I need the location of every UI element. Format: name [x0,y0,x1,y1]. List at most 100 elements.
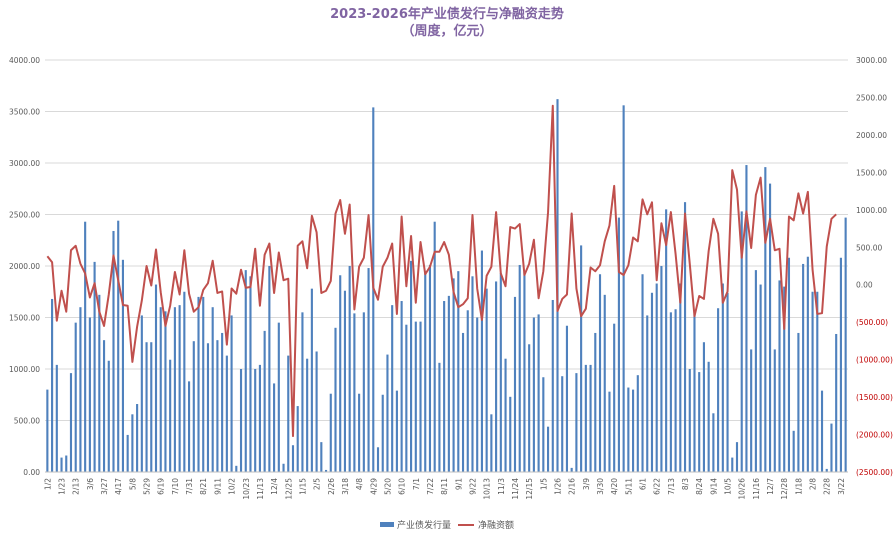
bar [806,256,809,472]
x-axis: 1/2 1/23 2/13 3/6 3/27 4/17 5/8 5/29 6/19 7/10 7/3… [43,471,848,500]
bar [504,358,507,472]
x-axis-tick-label: 3/22 [837,478,846,495]
bar [405,324,408,472]
x-axis-tick-label: 7/13 [667,478,676,495]
bar [674,309,677,472]
chart-subtitle: （周度，亿元） [401,23,492,39]
left-axis-tick-label: 3000.00 [9,159,40,168]
bar [410,260,413,472]
left-axis-tick-label: 3500.00 [9,108,40,117]
bar [55,364,58,472]
bar [419,321,422,472]
bar [650,292,654,472]
bar [287,355,290,472]
bar [400,301,403,472]
right-axis-tick-label: 0.00 [856,281,873,290]
bar [381,394,384,472]
bar [759,284,762,472]
x-axis-tick-label: 5/11 [624,478,633,495]
bar [546,426,550,472]
x-axis-tick-label: 12/15 [525,478,534,500]
bar [150,342,153,472]
bar [745,165,748,472]
x-axis-tick-label: 6/19 [157,478,166,495]
x-axis-tick-label: 1/2 [43,478,52,490]
bar [740,211,743,472]
bar [324,469,328,472]
x-axis-tick-label: 1/23 [58,478,67,495]
bar [263,330,266,472]
bar [825,468,828,472]
bar [121,259,125,472]
bar [145,342,148,472]
left-axis-tick-label: 2000.00 [9,262,40,271]
left-axis-tick-label: 1000.00 [9,365,40,374]
bar [457,271,460,472]
bar [282,463,285,472]
bar [84,221,87,472]
bar [792,430,795,472]
x-axis-tick-label: 5/29 [143,478,152,495]
right-axis-tick-label: 3000.00 [856,56,887,65]
bar [513,296,517,472]
bar [683,202,687,472]
bar [598,274,602,472]
x-axis-tick-label: 3/18 [341,478,350,495]
bar [249,276,252,472]
x-axis-tick-label: 10/23 [242,478,251,500]
bar [376,447,380,472]
x-axis-tick-label: 8/24 [695,478,704,495]
x-axis-tick-label: 8/11 [440,478,449,495]
bar [93,261,96,472]
bar [480,250,483,472]
bar [802,263,805,472]
x-axis-tick-label: 9/14 [709,478,718,495]
x-axis-tick-label: 2/16 [568,478,577,495]
bar [660,266,663,472]
bar [438,362,441,472]
bar [414,321,417,472]
bar [60,457,63,472]
bar [575,373,578,472]
bar [107,360,110,472]
bar [731,457,734,472]
right-axis-tick-label: 1500.00 [856,168,887,177]
bar [646,315,649,472]
line-series [46,104,837,438]
x-axis-tick-label: 5/8 [128,478,137,490]
bar [395,390,398,472]
bar [669,312,672,472]
bar [230,315,233,472]
bar [98,294,101,472]
bar [778,280,781,472]
bar [343,290,347,472]
x-axis-tick-label: 8/21 [199,478,208,495]
left-y-axis: 0.00 500.00 1000.00 1500.00 2000.00 2500.00 30… [9,56,40,477]
bar [518,264,521,472]
right-axis-tick-label: (2500.00) [856,468,893,477]
x-axis-tick-label: 8/3 [681,478,690,490]
bar [339,275,342,472]
x-axis-tick-label: 12/7 [766,478,775,495]
bar [693,314,696,472]
bar [466,310,469,472]
bar [768,183,772,472]
x-axis-tick-label: 10/26 [738,478,747,500]
left-axis-tick-label: 4000.00 [9,56,40,65]
bar [707,361,710,472]
x-axis-tick-label: 2/8 [809,478,818,490]
bar [584,364,587,472]
x-axis-tick-label: 1/26 [554,478,563,495]
bar [443,301,446,472]
bar [310,288,313,472]
bar [424,271,427,472]
x-axis-tick-label: 10/13 [483,478,492,500]
left-axis-tick-label: 500.00 [14,417,40,426]
bar [273,383,276,472]
left-axis-tick-label: 2500.00 [9,211,40,220]
bar [140,315,143,472]
bar [447,295,450,472]
x-axis-tick-label: 11/24 [511,478,520,500]
bar [88,317,91,472]
bar [509,396,512,472]
